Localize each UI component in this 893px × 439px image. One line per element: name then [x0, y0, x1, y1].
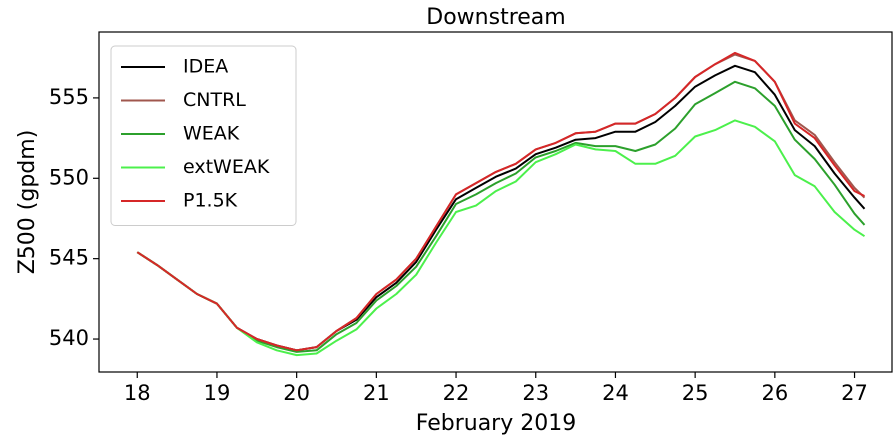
- x-tick-label: 23: [522, 381, 549, 405]
- y-tick-label: 550: [49, 165, 89, 189]
- x-tick-label: 25: [682, 381, 709, 405]
- x-tick-label: 27: [841, 381, 868, 405]
- legend-box: [110, 45, 297, 226]
- x-tick-label: 24: [602, 381, 629, 405]
- plot-frame: [98, 31, 893, 373]
- legend: IDEA CNTRL WEAK extWEAK P1.5K: [110, 45, 297, 226]
- x-tick-label: 20: [283, 381, 310, 405]
- legend-label: CNTRL: [183, 89, 246, 111]
- series-line: [136, 80, 866, 353]
- x-axis-label: February 2019: [416, 411, 576, 436]
- y-axis-label: Z500 (gpdm): [15, 130, 40, 275]
- legend-label: IDEA: [183, 56, 228, 78]
- series-line: [136, 119, 866, 357]
- chart-title: Downstream: [426, 5, 565, 30]
- series-line: [136, 51, 865, 352]
- legend-label: P1.5K: [183, 190, 238, 212]
- y-tick-label: 555: [49, 85, 89, 109]
- x-tick-label: 26: [761, 381, 788, 405]
- legend-label: extWEAK: [183, 156, 270, 178]
- x-tick-label: 21: [363, 381, 390, 405]
- y-tick-label: 540: [49, 326, 89, 350]
- x-tick-label: 18: [124, 381, 151, 405]
- y-tick-label: 545: [49, 246, 89, 270]
- x-tick-label: 22: [443, 381, 470, 405]
- x-tick-label: 19: [204, 381, 231, 405]
- legend-label: WEAK: [183, 123, 240, 145]
